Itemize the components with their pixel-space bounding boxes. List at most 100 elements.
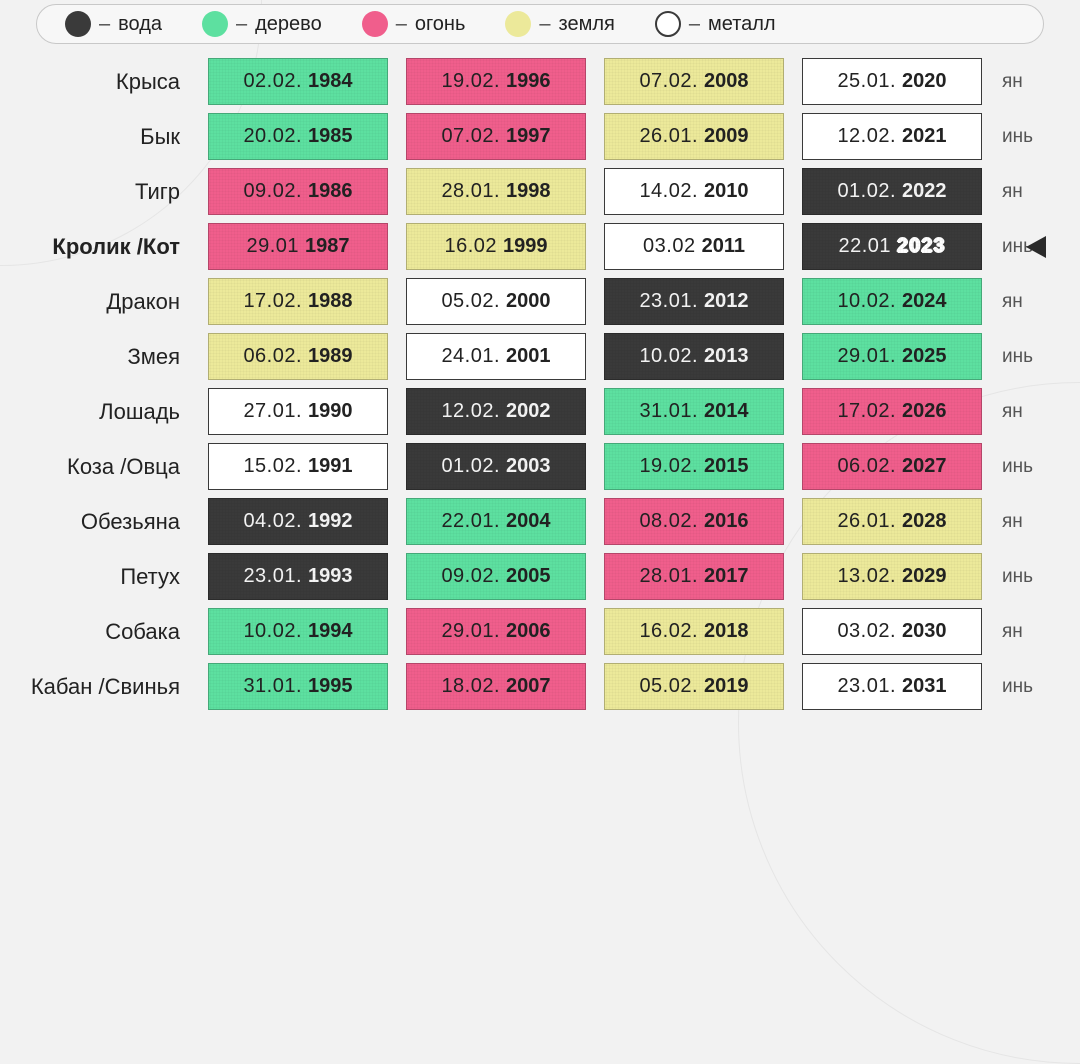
highlight-arrow-icon [1026, 236, 1046, 258]
year-cell: 20.02.1985 [208, 113, 388, 160]
year-cell: 08.02.2016 [604, 498, 784, 545]
cell-date: 29.01 [246, 235, 299, 258]
wood-swatch [202, 11, 228, 37]
cell-date: 12.02. [837, 125, 896, 148]
cell-year: 1986 [308, 180, 353, 203]
cell-date: 08.02. [639, 510, 698, 533]
cell-date: 23.01. [837, 675, 896, 698]
table-row: Тигр09.02.198628.01.199814.02.201001.02.… [0, 168, 1052, 215]
cell-date: 05.02. [441, 290, 500, 313]
cell-date: 19.02. [441, 70, 500, 93]
cell-date: 15.02. [243, 455, 302, 478]
year-cell: 12.02. 2021 [802, 113, 982, 160]
yin-yang-label: ян [1000, 621, 1074, 643]
table-row: Коза /Овца15.02.199101.02.200319.02.2015… [0, 443, 1052, 490]
cell-year: 1993 [308, 565, 353, 588]
legend-item-water: – вода [65, 11, 162, 37]
year-cell: 09.02. 2005 [406, 553, 586, 600]
year-cell: 22.01.2004 [406, 498, 586, 545]
cell-year: 2012 [704, 290, 749, 313]
cell-year: 1998 [506, 180, 551, 203]
zodiac-label: Лошадь [0, 399, 190, 425]
legend-label: дерево [255, 13, 322, 36]
cell-year: 2015 [704, 455, 749, 478]
cell-year: 1997 [506, 125, 551, 148]
cell-year: 2001 [506, 345, 551, 368]
cell-year: 2028 [902, 510, 947, 533]
legend-separator: – [99, 13, 110, 36]
cell-year: 2022 [902, 180, 947, 203]
cell-year: 2005 [506, 565, 551, 588]
year-cell: 02.02.1984 [208, 58, 388, 105]
year-cell: 23.01. 2031 [802, 663, 982, 710]
zodiac-label: Бык [0, 124, 190, 150]
cell-year: 2002 [506, 400, 551, 423]
year-cell: 22.012023 [802, 223, 982, 270]
cell-date: 24.01. [441, 345, 500, 368]
cell-year: 2018 [704, 620, 749, 643]
legend-separator: – [236, 13, 247, 36]
year-cell: 16.02. 2018 [604, 608, 784, 655]
year-cell: 07.02.2008 [604, 58, 784, 105]
yin-yang-label: ян [1000, 291, 1074, 313]
cell-year: 2021 [902, 125, 947, 148]
cell-date: 16.02 [444, 235, 497, 258]
legend-item-fire: – огонь [362, 11, 466, 37]
zodiac-label: Обезьяна [0, 509, 190, 535]
cell-date: 18.02. [441, 675, 500, 698]
year-cell: 19.02. 2015 [604, 443, 784, 490]
cell-year: 2008 [704, 70, 749, 93]
table-row: Бык20.02.198507.02.199726.01.200912.02.2… [0, 113, 1052, 160]
year-cell: 26.01. 2028 [802, 498, 982, 545]
cell-date: 17.02. [837, 400, 896, 423]
legend-item-metal: – металл [655, 11, 776, 37]
legend-label: огонь [415, 13, 466, 36]
cell-date: 01.02. [441, 455, 500, 478]
year-cell: 10.02.2024 [802, 278, 982, 325]
year-cell: 31.01.1995 [208, 663, 388, 710]
cell-year: 2030 [902, 620, 947, 643]
cell-year: 1999 [503, 235, 548, 258]
year-cell: 31.01.2014 [604, 388, 784, 435]
cell-year: 1994 [308, 620, 353, 643]
zodiac-label: Коза /Овца [0, 454, 190, 480]
year-cell: 04.02.1992 [208, 498, 388, 545]
cell-date: 06.02. [837, 455, 896, 478]
legend-label: вода [118, 13, 162, 36]
year-cell: 10.02.2013 [604, 333, 784, 380]
earth-swatch [505, 11, 531, 37]
cell-year: 2020 [902, 70, 947, 93]
year-cell: 19.02.1996 [406, 58, 586, 105]
cell-date: 26.01. [837, 510, 896, 533]
zodiac-grid: Крыса02.02.198419.02.199607.02.200825.01… [0, 58, 1080, 710]
cell-year: 1988 [308, 290, 353, 313]
zodiac-label: Кабан /Свинья [0, 674, 190, 700]
cell-date: 27.01. [243, 400, 302, 423]
yin-yang-label: инь [1000, 566, 1074, 588]
year-cell: 28.01.2017 [604, 553, 784, 600]
zodiac-label: Кролик /Кот [0, 234, 190, 260]
cell-date: 22.01. [441, 510, 500, 533]
year-cell: 24.01. 2001 [406, 333, 586, 380]
cell-year: 1985 [308, 125, 353, 148]
cell-date: 19.02. [639, 455, 698, 478]
cell-year: 1987 [305, 235, 350, 258]
cell-date: 16.02. [639, 620, 698, 643]
cell-year: 2031 [902, 675, 947, 698]
cell-date: 23.01. [243, 565, 302, 588]
cell-date: 14.02. [639, 180, 698, 203]
year-cell: 05.02.2019 [604, 663, 784, 710]
cell-date: 06.02. [243, 345, 302, 368]
cell-date: 22.01 [838, 235, 891, 258]
cell-date: 09.02. [441, 565, 500, 588]
table-row: Кабан /Свинья31.01.199518.02.200705.02.2… [0, 663, 1052, 710]
cell-date: 12.02. [441, 400, 500, 423]
year-cell: 14.02.2010 [604, 168, 784, 215]
cell-year: 2027 [902, 455, 947, 478]
cell-year: 2013 [704, 345, 749, 368]
table-row: Обезьяна 04.02.1992 22.01.2004 08.02.2016 26… [0, 498, 1052, 545]
cell-year: 1992 [308, 510, 353, 533]
year-cell: 23.01.2012 [604, 278, 784, 325]
table-row: Собака10.02.199429.01.200616.02.201803.0… [0, 608, 1052, 655]
cell-date: 10.02. [243, 620, 302, 643]
